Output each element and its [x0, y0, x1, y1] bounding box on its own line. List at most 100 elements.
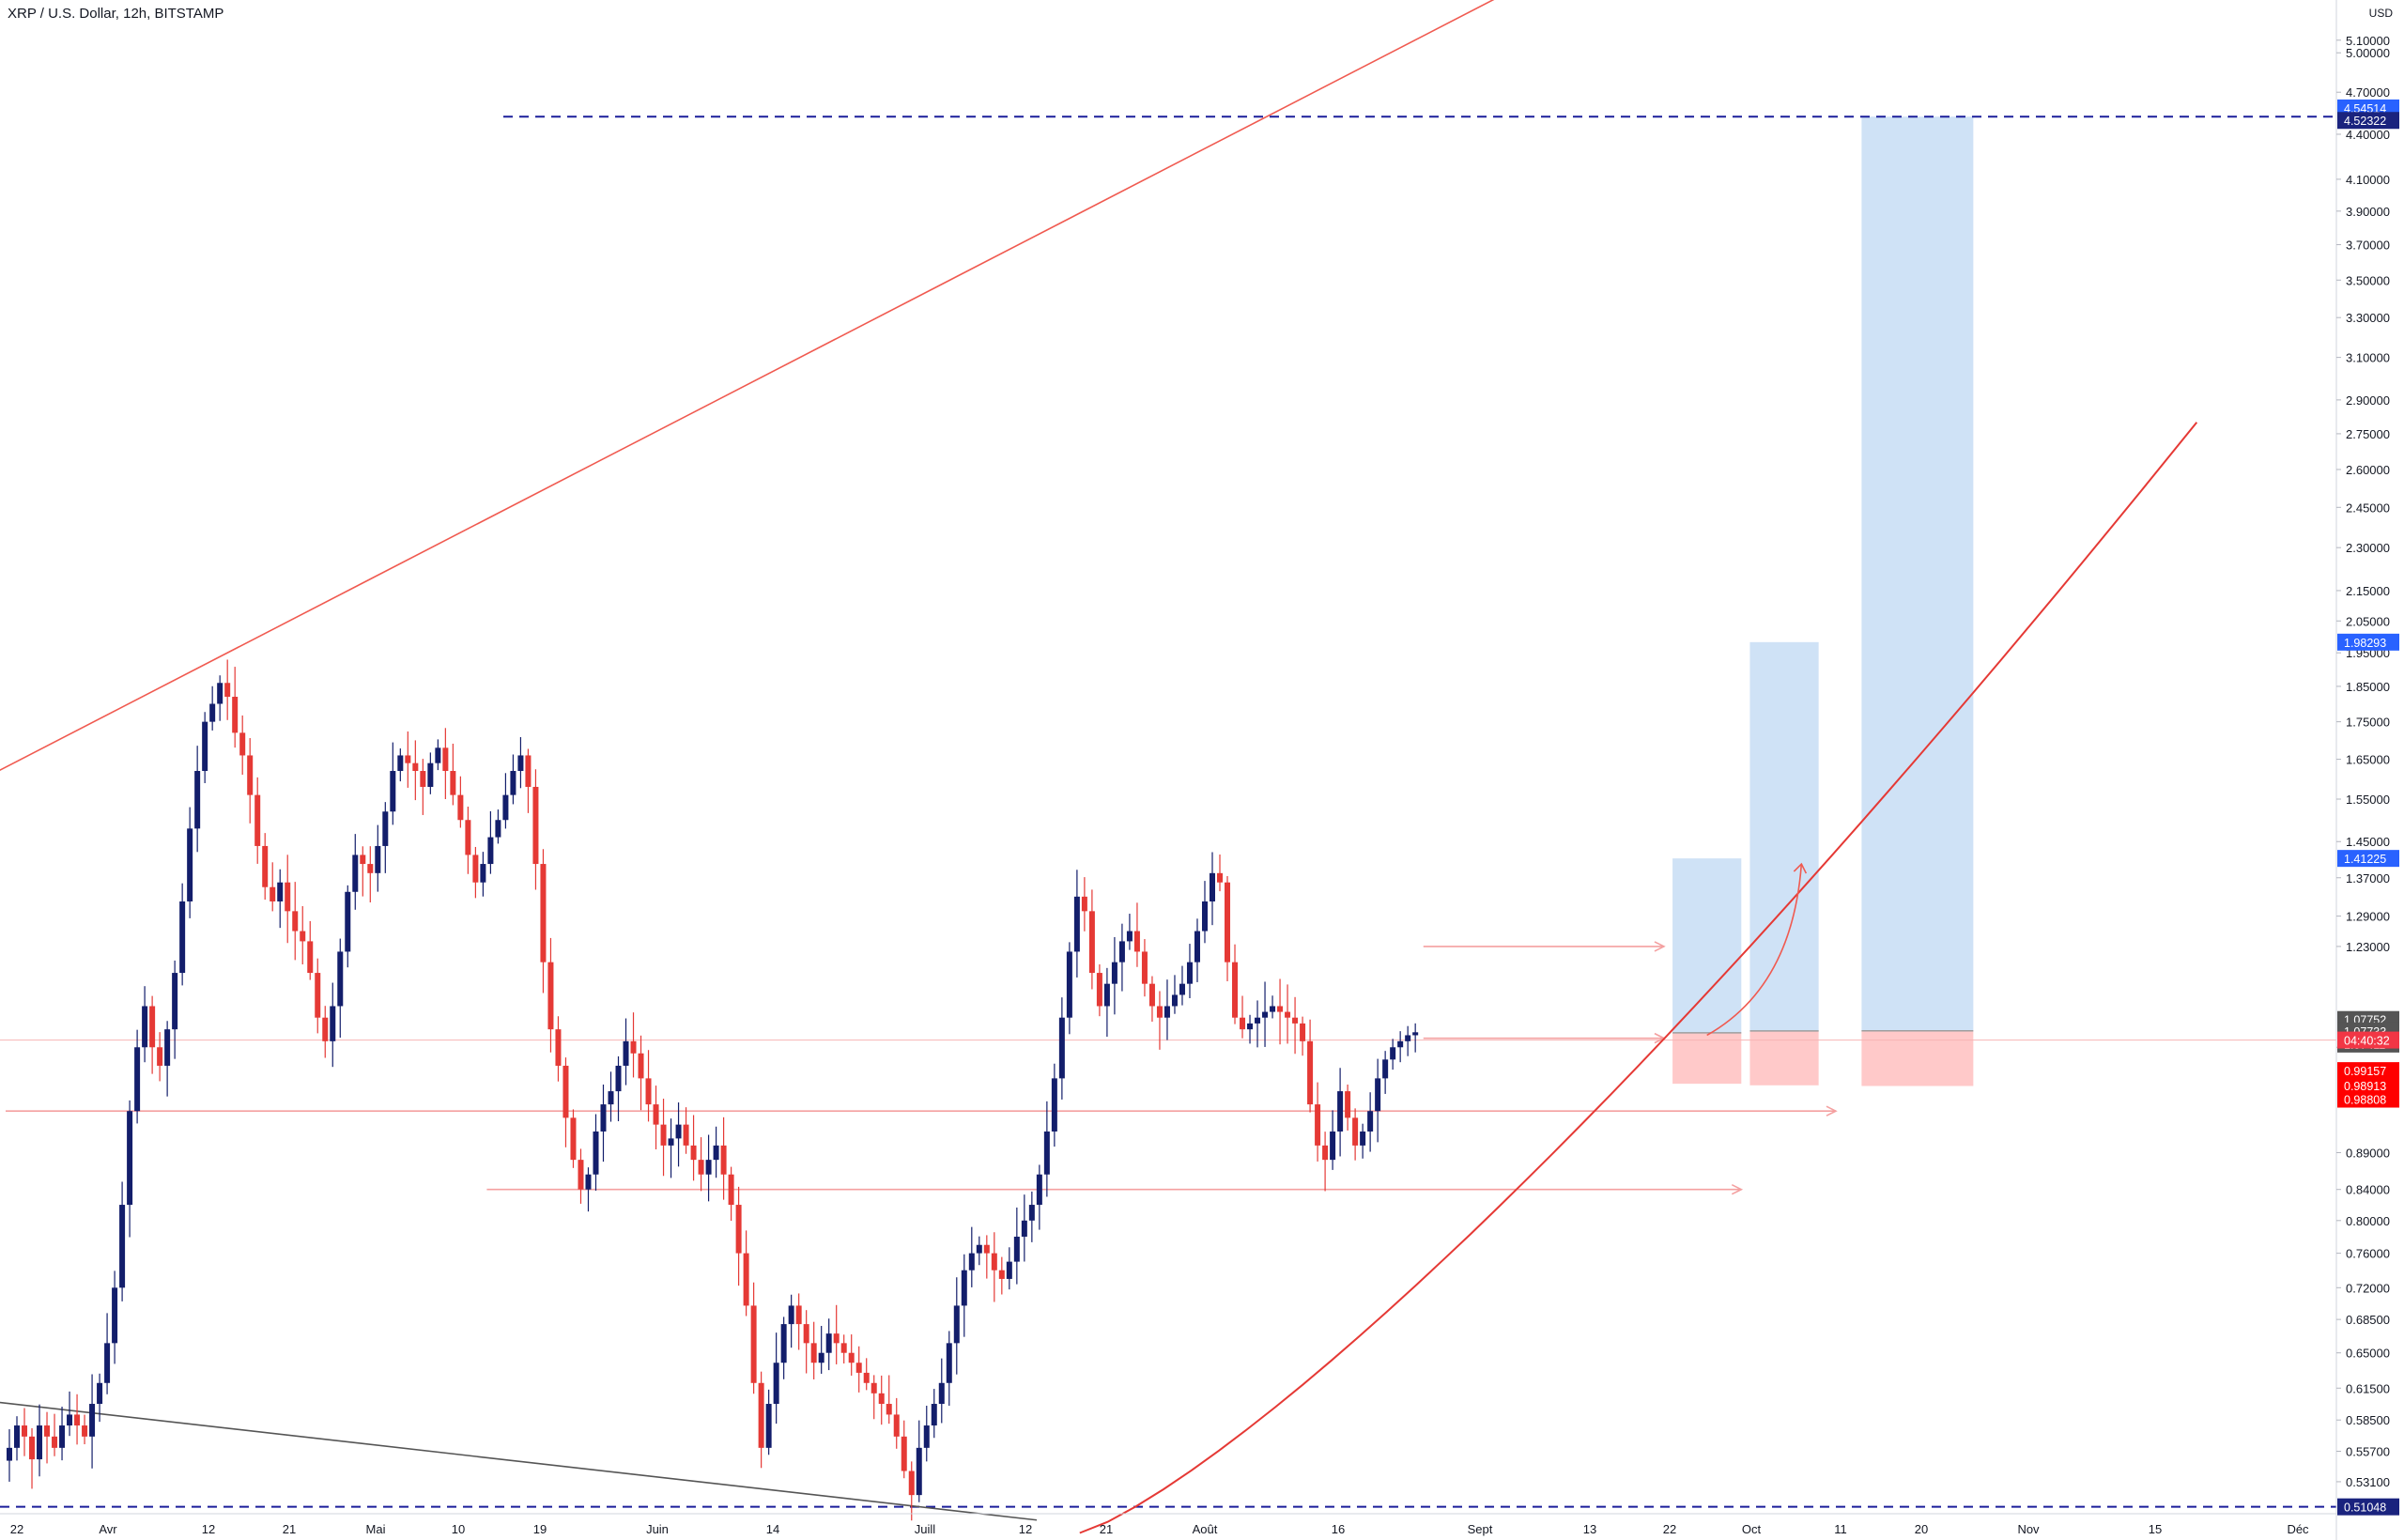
candle-56 [427, 752, 434, 794]
candle-137 [1036, 1164, 1042, 1230]
candle-body-110 [833, 1333, 840, 1344]
candle-body-101 [765, 1404, 772, 1448]
trend-lines [0, 0, 2198, 1534]
candle-body-62 [472, 855, 479, 883]
candle-63 [480, 852, 486, 897]
parabolic-support-curve [1079, 422, 2198, 1534]
candle-body-70 [532, 786, 539, 865]
y-tick-32: 0.68500 [2336, 1313, 2390, 1327]
candle-body-91 [690, 1145, 697, 1161]
y-tick-11: 2.75000 [2336, 427, 2390, 441]
candle-body-17 [134, 1047, 141, 1112]
candle-25 [194, 746, 201, 853]
stop-zone-1 [1749, 1030, 1819, 1086]
x-tick-label-19: 20 [1915, 1522, 1928, 1536]
candle-89 [675, 1102, 682, 1167]
candle-body-116 [878, 1393, 885, 1405]
candle-body-154 [1163, 1006, 1170, 1018]
candle-body-94 [713, 1145, 719, 1161]
candle-123 [931, 1389, 937, 1439]
chart-title: XRP / U.S. Dollar, 12h, BITSTAMP [8, 6, 224, 22]
candle-71 [540, 849, 547, 993]
candle-body-114 [863, 1372, 870, 1383]
candle-87 [660, 1099, 667, 1177]
candle-body-178 [1345, 1091, 1351, 1118]
candle-body-139 [1051, 1078, 1057, 1132]
candle-body-20 [157, 1047, 163, 1066]
candle-99 [750, 1282, 757, 1394]
y-tick-30: 0.76000 [2336, 1247, 2390, 1261]
candle-body-57 [435, 747, 441, 763]
candle-body-149 [1126, 931, 1133, 942]
x-tick-label-16: 22 [1663, 1522, 1676, 1536]
candle-body-88 [668, 1138, 674, 1146]
candle-61 [465, 807, 471, 874]
candle-body-18 [142, 1006, 148, 1048]
candle-4 [37, 1404, 43, 1477]
candle-78 [593, 1114, 599, 1191]
y-tick-36: 0.55700 [2336, 1444, 2390, 1458]
y-tick-label-21: 1.55000 [2346, 793, 2390, 807]
candle-body-45 [345, 891, 351, 952]
projection-arrow [1706, 862, 1808, 1037]
candle-body-39 [300, 931, 306, 942]
x-tick-label-20: Nov [2017, 1522, 2040, 1536]
candle-body-186 [1405, 1035, 1411, 1041]
candle-64 [487, 810, 494, 874]
candle-165 [1247, 1014, 1254, 1044]
candle-body-53 [405, 755, 411, 763]
x-tick-label-12: Août [1193, 1522, 1218, 1536]
y-tick-0: 5.10000 [2336, 34, 2390, 48]
candle-12 [97, 1373, 103, 1423]
candle-body-108 [818, 1352, 824, 1363]
candle-65 [495, 809, 501, 844]
candle-body-37 [285, 882, 291, 912]
y-tick-25: 1.23000 [2336, 940, 2390, 954]
y-tick-label-2: 4.70000 [2346, 85, 2390, 100]
y-tick-13: 2.45000 [2336, 500, 2390, 515]
candle-body-25 [194, 771, 201, 829]
candle-127 [961, 1254, 967, 1337]
candle-150 [1133, 902, 1140, 967]
y-tick-label-1: 5.00000 [2346, 46, 2390, 60]
candle-116 [878, 1375, 885, 1425]
x-tick-label-22: Déc [2287, 1522, 2309, 1536]
candle-72 [547, 937, 554, 1053]
candle-body-161 [1217, 872, 1224, 883]
candle-105 [795, 1293, 802, 1350]
candle-103 [780, 1317, 787, 1379]
candle-107 [810, 1321, 817, 1379]
candle-body-59 [450, 771, 456, 795]
candle-body-48 [367, 864, 374, 873]
candle-body-160 [1210, 872, 1215, 901]
y-tick-label-0: 5.10000 [2346, 34, 2390, 48]
price-label-bg-9 [2337, 1076, 2399, 1094]
candle-body-166 [1255, 1017, 1261, 1024]
candle-184 [1390, 1039, 1396, 1070]
y-tick-12: 2.60000 [2336, 463, 2390, 477]
candle-70 [532, 769, 539, 890]
y-tick-9: 3.10000 [2336, 351, 2390, 365]
candle-42 [322, 1006, 329, 1058]
price-label-bg-3 [2337, 850, 2399, 868]
candle-body-93 [705, 1160, 712, 1175]
candle-body-147 [1111, 962, 1117, 984]
candle-body-174 [1315, 1104, 1321, 1146]
y-tick-label-35: 0.58500 [2346, 1413, 2390, 1427]
position-boxes [1672, 116, 1974, 1086]
candle-body-165 [1247, 1023, 1254, 1030]
candle-body-19 [149, 1006, 156, 1048]
candle-body-71 [540, 864, 547, 962]
y-tick-label-29: 0.80000 [2346, 1214, 2390, 1228]
candle-body-185 [1397, 1040, 1404, 1048]
y-tick-20: 1.65000 [2336, 753, 2390, 767]
candle-186 [1405, 1025, 1411, 1056]
candle-body-5 [44, 1425, 51, 1437]
candle-18 [142, 986, 148, 1063]
y-tick-22: 1.45000 [2336, 835, 2390, 849]
candle-body-24 [187, 828, 193, 901]
y-tick-label-10: 2.90000 [2346, 393, 2390, 408]
candle-body-80 [608, 1091, 614, 1105]
